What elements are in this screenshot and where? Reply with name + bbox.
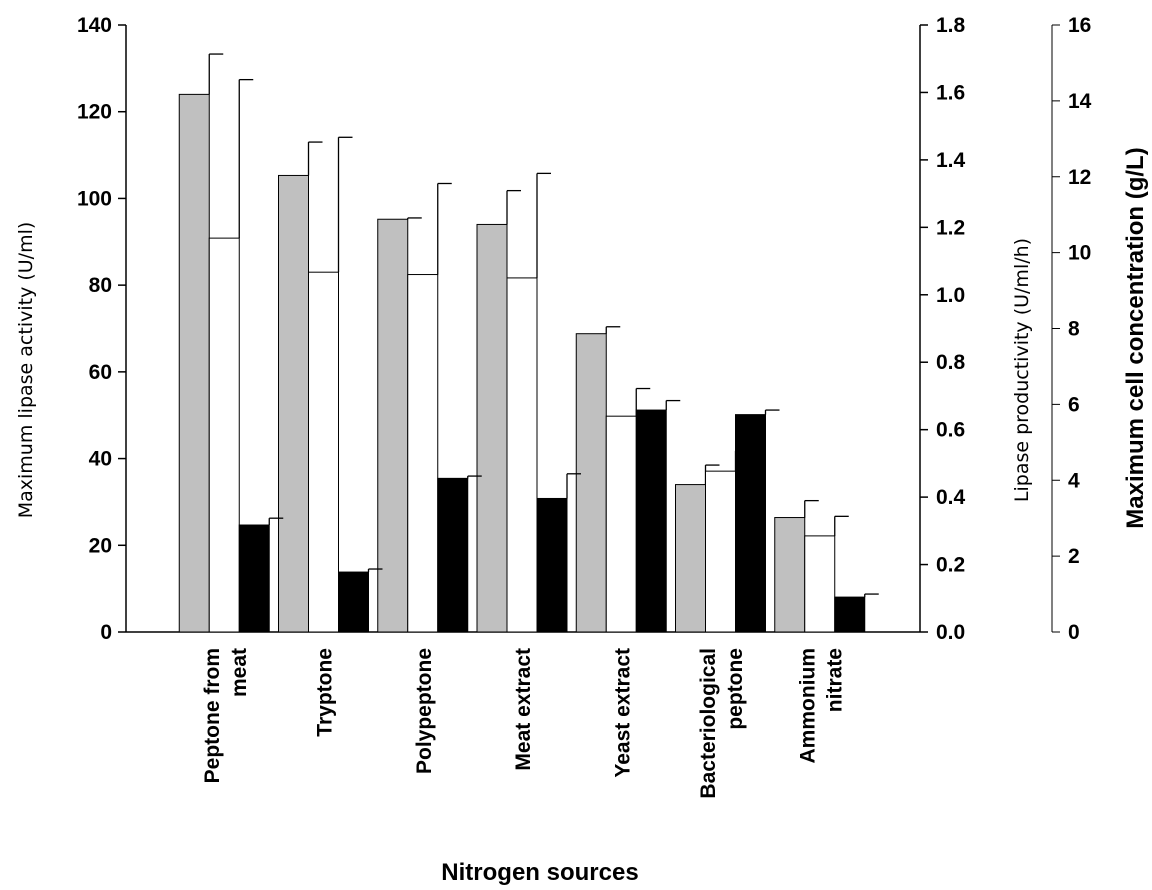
right-tick-label: 0.2 (936, 554, 965, 577)
category-label: nitrate (823, 648, 846, 712)
category-label: meat (228, 648, 251, 697)
cell-concentration-bar (536, 497, 568, 633)
far-right-tick-label: 8 (1068, 318, 1080, 341)
right-tick-label: 1.8 (936, 14, 966, 37)
cell-concentration-bar (635, 409, 667, 633)
cell-concentration-bar (437, 477, 469, 633)
lipase-activity-bar (675, 484, 706, 633)
lipase-productivity-bar (705, 470, 736, 633)
left-tick-label: 100 (77, 187, 112, 210)
lipase-productivity-bar (506, 277, 538, 633)
lipase-activity-bar (774, 517, 806, 633)
lipase-activity-bar (377, 218, 409, 633)
right-tick-label: 1.4 (936, 149, 966, 172)
x-axis-title: Nitrogen sources (441, 859, 638, 886)
cell-concentration-bar (834, 596, 866, 633)
lipase-productivity-bar (208, 237, 240, 633)
cell-concentration-bar (338, 571, 369, 633)
right-tick-label: 0.6 (936, 419, 965, 442)
tick-labels: 0204060801001201400.00.20.40.60.81.01.21… (77, 14, 1092, 644)
lipase-activity-bar (476, 223, 508, 633)
lipase-activity-bar (575, 333, 607, 633)
far-right-tick-label: 6 (1068, 393, 1080, 416)
category-labels: Peptone from meat Tryptone Polypeptone Meat … (201, 648, 847, 799)
lipase-productivity-bar (605, 415, 637, 633)
right-tick-label: 1.2 (936, 216, 965, 239)
category-label: Ammonium (796, 648, 819, 764)
far-right-tick-label: 10 (1068, 242, 1091, 265)
category-label: Meat extract (512, 648, 535, 771)
cell-concentration-bar (238, 524, 270, 633)
left-tick-label: 60 (89, 361, 112, 384)
left-y-axis-title: Maximum lipase activity (U/ml) (15, 222, 37, 519)
category-label: Tryptone (314, 648, 337, 737)
bars (178, 53, 879, 633)
category-label: Bacteriological (697, 648, 720, 799)
left-tick-label: 40 (89, 448, 112, 471)
lipase-productivity-bar (407, 274, 439, 633)
right-tick-label: 1.6 (936, 81, 965, 104)
lipase-activity-bar (278, 174, 309, 633)
far-right-y-axis-title: Maximum cell concentration (g/L) (1122, 147, 1149, 528)
far-right-tick-label: 16 (1068, 14, 1091, 37)
category-label: Peptone from (201, 648, 224, 783)
left-tick-label: 0 (100, 621, 112, 644)
right-tick-label: 0.0 (936, 621, 965, 644)
far-right-tick-label: 4 (1068, 469, 1080, 492)
right-tick-label: 0.4 (936, 486, 966, 509)
left-tick-label: 120 (77, 101, 112, 124)
lipase-activity-bar (178, 93, 210, 633)
left-tick-label: 20 (89, 534, 112, 557)
right-y-axis-title: Lipase productivity (U/ml/h) (1011, 238, 1033, 502)
far-right-tick-label: 12 (1068, 166, 1091, 189)
category-label: Polypeptone (413, 648, 436, 774)
far-right-tick-label: 14 (1068, 90, 1092, 113)
far-right-tick-label: 0 (1068, 621, 1080, 644)
lipase-productivity-bar (804, 535, 836, 633)
right-tick-label: 1.0 (936, 284, 965, 307)
lipase-productivity-bar (308, 271, 339, 633)
category-label: peptone (724, 648, 747, 730)
right-tick-label: 0.8 (936, 351, 966, 374)
category-label: Yeast extract (611, 648, 634, 778)
far-right-tick-label: 2 (1068, 545, 1080, 568)
left-tick-label: 80 (89, 274, 112, 297)
cell-concentration-bar (735, 414, 766, 633)
left-tick-label: 140 (77, 14, 112, 37)
